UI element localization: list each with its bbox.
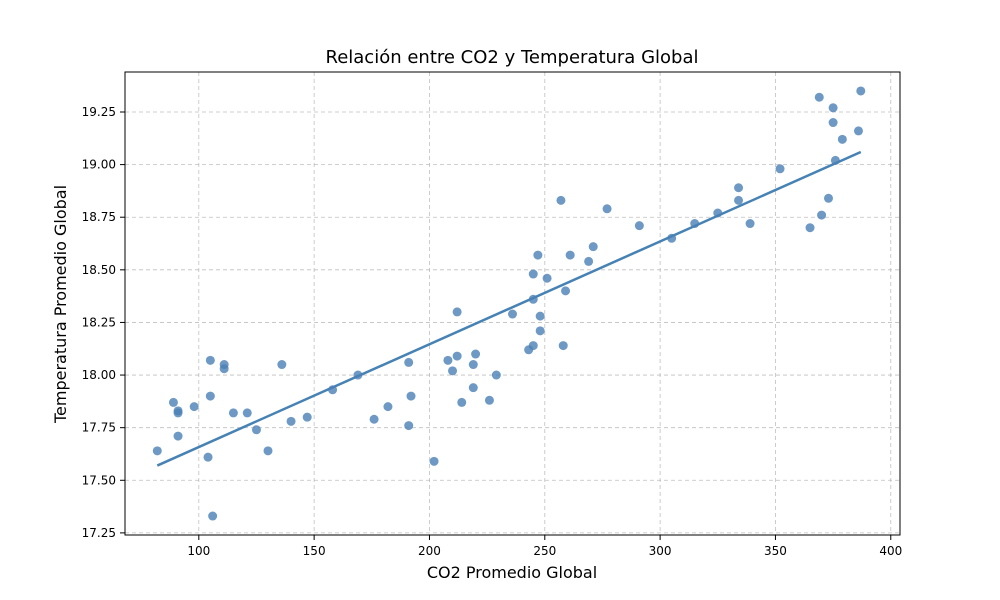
data-point <box>853 126 863 136</box>
data-point <box>528 269 538 279</box>
y-tick-label: 19.25 <box>82 105 116 119</box>
x-axis-label: CO2 Promedio Global <box>427 563 597 582</box>
data-point <box>561 286 571 296</box>
data-point <box>556 195 566 205</box>
data-point <box>168 397 178 407</box>
data-point <box>452 351 462 361</box>
trend-line-layer <box>156 150 862 467</box>
data-point <box>828 103 838 113</box>
data-point <box>734 183 744 193</box>
y-tick-label: 17.25 <box>82 526 116 540</box>
data-point <box>286 416 296 426</box>
data-point <box>173 431 183 441</box>
x-axis-ticks: 100 150 200 250 300 350 400 <box>187 535 902 558</box>
data-point <box>404 357 414 367</box>
data-point <box>228 408 238 418</box>
x-tick-label: 350 <box>764 544 787 558</box>
data-point <box>588 242 598 252</box>
data-point <box>383 402 393 412</box>
data-point <box>542 273 552 283</box>
data-point <box>491 370 501 380</box>
data-point <box>452 307 462 317</box>
x-tick-label: 100 <box>187 544 210 558</box>
data-point <box>242 408 252 418</box>
data-point <box>302 412 312 422</box>
data-point <box>277 360 287 370</box>
x-tick-label: 200 <box>418 544 441 558</box>
data-point <box>830 155 840 165</box>
data-point <box>406 391 416 401</box>
data-point <box>369 414 379 424</box>
data-point <box>328 385 338 395</box>
grid-lines <box>125 72 900 535</box>
y-tick-label: 17.75 <box>82 421 116 435</box>
data-point <box>565 250 575 260</box>
data-point <box>208 511 218 521</box>
data-point <box>205 355 215 365</box>
y-tick-label: 19.00 <box>82 158 116 172</box>
data-point <box>251 425 261 435</box>
x-tick-label: 150 <box>303 544 326 558</box>
data-point <box>353 370 363 380</box>
data-point <box>823 193 833 203</box>
data-point <box>535 311 545 321</box>
data-point <box>837 134 847 144</box>
x-tick-label: 400 <box>879 544 902 558</box>
data-point <box>602 204 612 214</box>
data-point <box>173 406 183 416</box>
data-point <box>429 456 439 466</box>
y-tick-label: 18.00 <box>82 368 116 382</box>
data-point <box>528 341 538 351</box>
data-point <box>734 195 744 205</box>
data-point <box>856 86 866 96</box>
data-point <box>745 219 755 229</box>
y-tick-label: 18.75 <box>82 210 116 224</box>
data-point <box>203 452 213 462</box>
data-point <box>471 349 481 359</box>
data-point <box>533 250 543 260</box>
data-point <box>713 208 723 218</box>
data-point <box>817 210 827 220</box>
chart-title: Relación entre CO2 y Temperatura Global <box>326 47 699 68</box>
data-point <box>535 326 545 336</box>
trend-line <box>156 150 862 467</box>
data-points <box>152 86 866 521</box>
data-point <box>219 364 229 374</box>
data-point <box>189 402 199 412</box>
data-point <box>457 397 467 407</box>
data-point <box>468 383 478 393</box>
y-axis-label: Temperatura Promedio Global <box>51 185 70 424</box>
data-point <box>828 118 838 128</box>
data-point <box>814 92 824 102</box>
y-tick-label: 17.50 <box>82 473 116 487</box>
data-point <box>404 421 414 431</box>
y-tick-label: 18.50 <box>82 263 116 277</box>
data-point <box>448 366 458 376</box>
x-tick-label: 250 <box>533 544 556 558</box>
data-point <box>634 221 644 231</box>
data-point <box>528 294 538 304</box>
data-point <box>205 391 215 401</box>
data-point <box>508 309 517 319</box>
data-point <box>775 164 785 174</box>
data-point <box>805 223 815 233</box>
x-tick-label: 300 <box>649 544 672 558</box>
data-point <box>558 341 568 351</box>
plot-frame <box>124 71 901 536</box>
data-point <box>263 446 273 456</box>
data-point <box>690 219 700 229</box>
data-point <box>152 446 162 456</box>
data-point <box>667 233 677 243</box>
data-point <box>468 360 478 370</box>
data-point <box>584 256 594 266</box>
data-point <box>443 355 453 365</box>
y-tick-label: 18.25 <box>82 315 116 329</box>
data-point <box>484 395 494 405</box>
y-axis-ticks: 17.25 17.50 17.75 18.00 18.25 18.50 18.75 19.00… <box>82 105 125 540</box>
